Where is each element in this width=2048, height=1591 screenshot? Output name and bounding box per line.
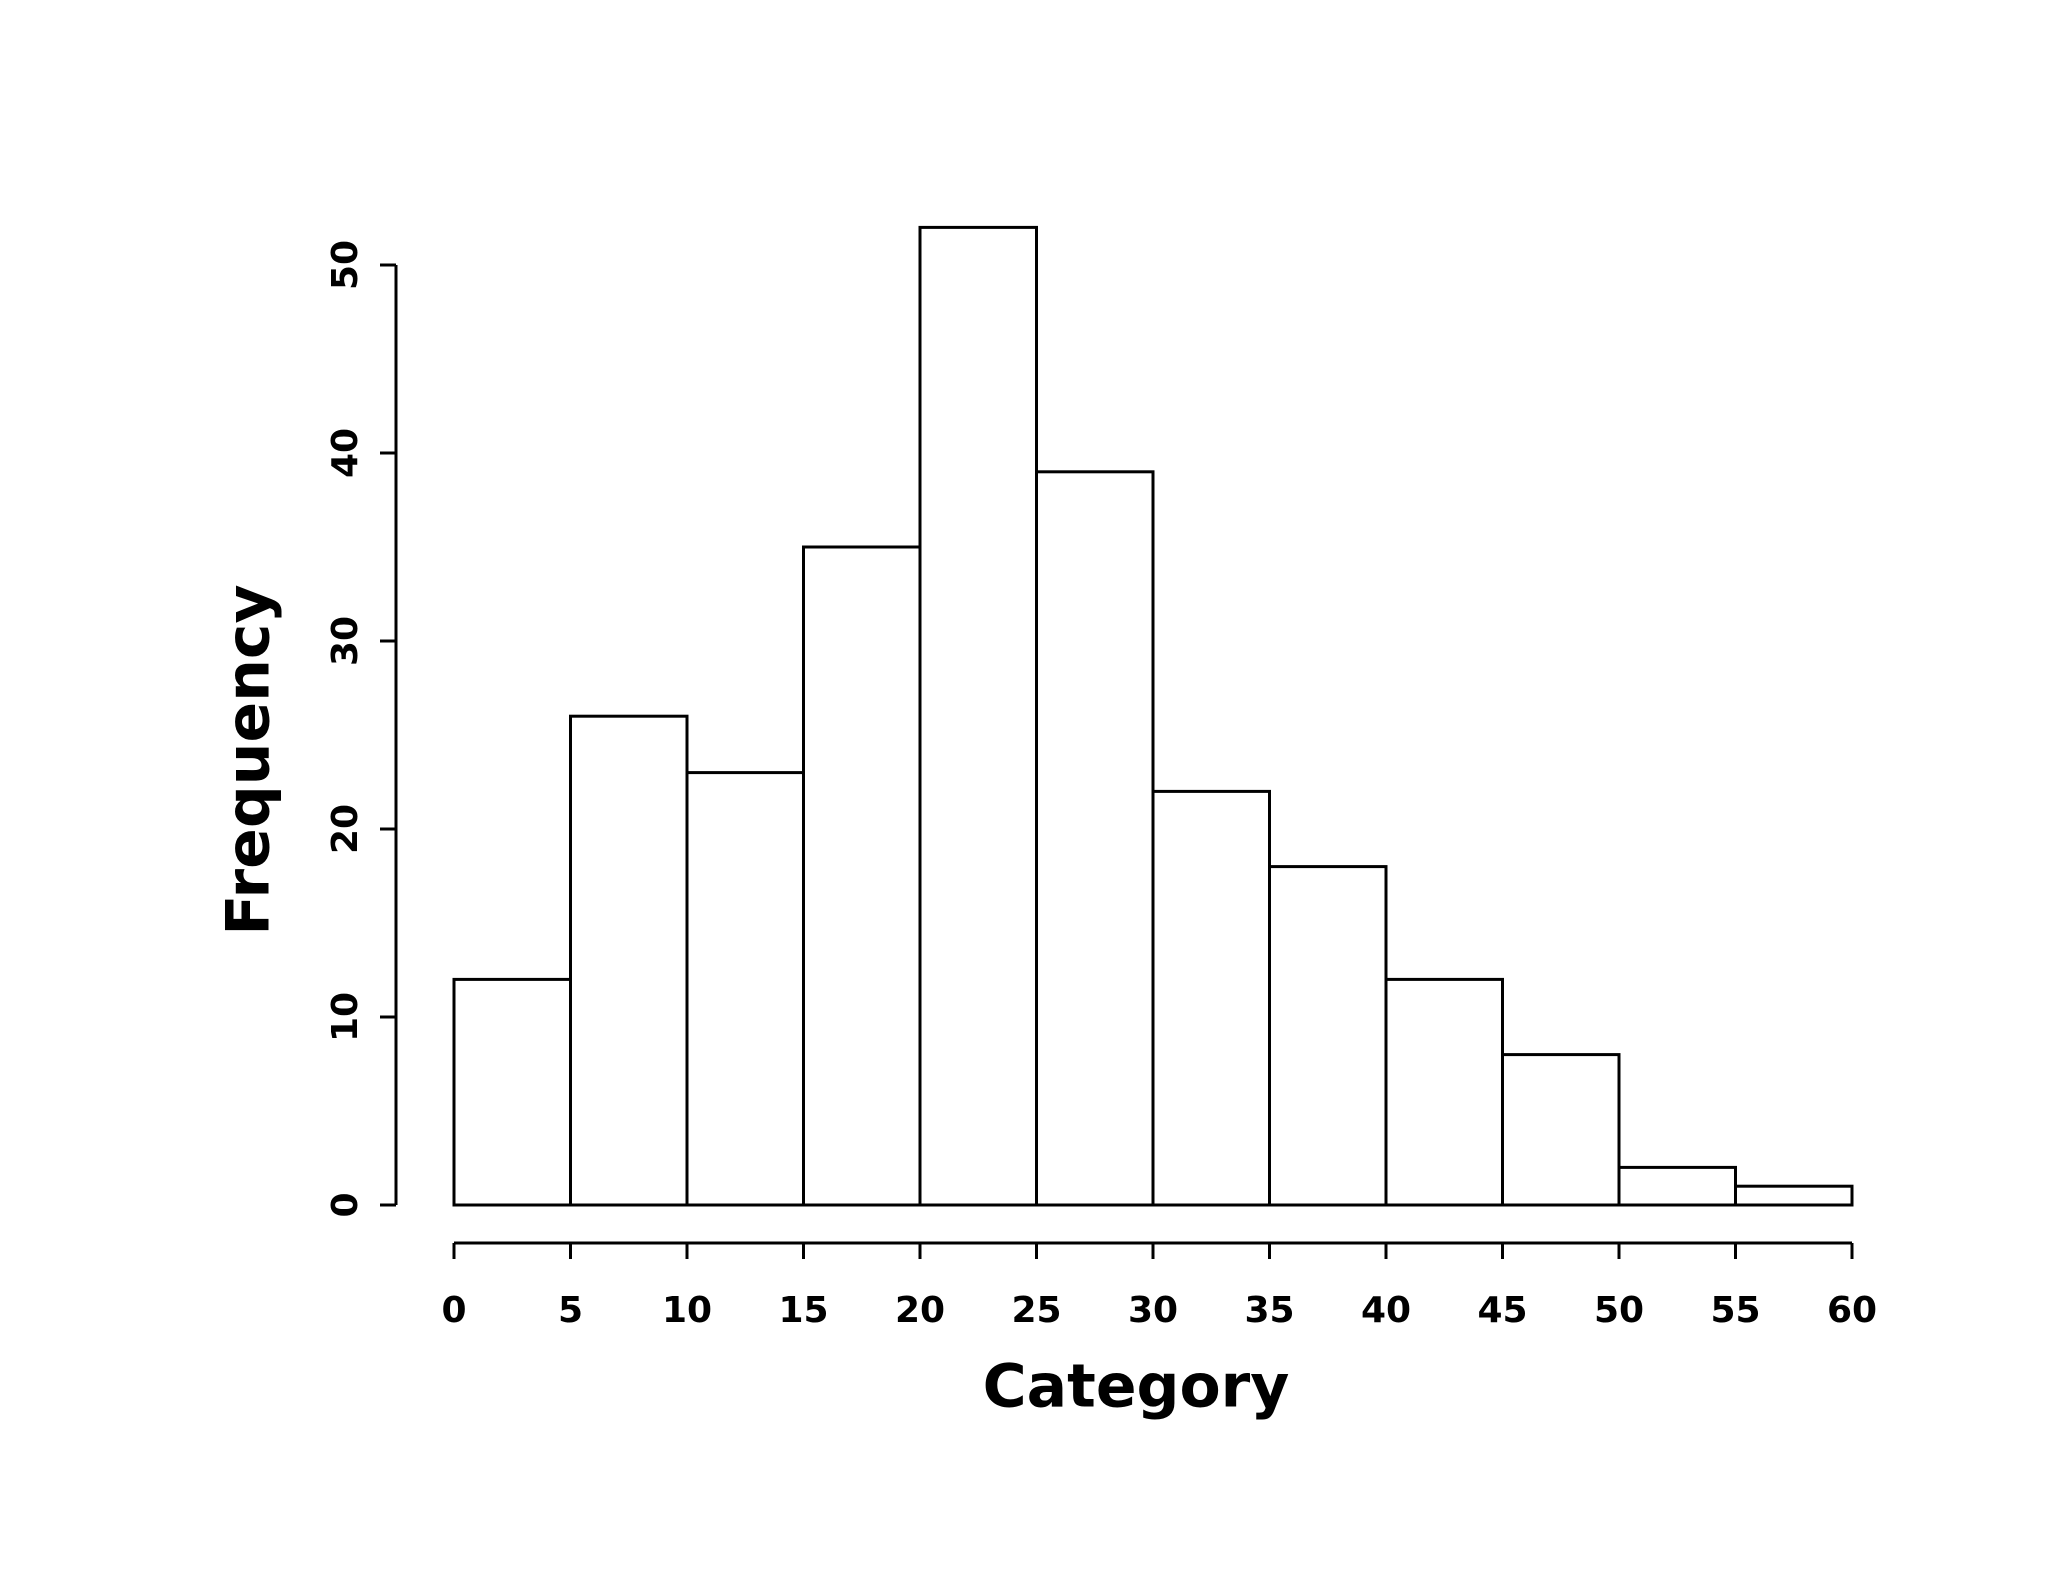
y-axis-title: Frequency — [214, 584, 284, 935]
bar — [918, 225, 1038, 1207]
x-tick-label: 40 — [1361, 1290, 1411, 1331]
x-tick-label: 15 — [778, 1290, 828, 1331]
x-tick-label: 30 — [1128, 1290, 1178, 1331]
bar — [1501, 1053, 1621, 1207]
bar — [452, 977, 572, 1207]
x-tick-label: 35 — [1244, 1290, 1294, 1331]
bar — [569, 714, 689, 1207]
bar — [802, 545, 922, 1207]
x-tick-label: 0 — [441, 1290, 466, 1331]
x-tick-label: 10 — [662, 1290, 712, 1331]
y-tick-label: 40 — [325, 428, 366, 478]
bar — [685, 771, 805, 1207]
y-tick-label: 0 — [325, 1192, 366, 1217]
bar — [1384, 977, 1504, 1207]
y-tick-label: 30 — [325, 616, 366, 666]
x-tick-label: 5 — [558, 1290, 583, 1331]
x-tick-label: 50 — [1594, 1290, 1644, 1331]
y-tick-label: 10 — [325, 992, 366, 1042]
x-tick-label: 45 — [1477, 1290, 1527, 1331]
bar — [1617, 1165, 1737, 1207]
x-tick-label: 20 — [895, 1290, 945, 1331]
y-tick-label: 20 — [325, 804, 366, 854]
bar — [1035, 470, 1155, 1207]
bar — [1734, 1184, 1854, 1207]
x-tick-label: 55 — [1710, 1290, 1760, 1331]
x-axis-title: Category — [983, 1352, 1290, 1422]
x-tick-label: 60 — [1827, 1290, 1877, 1331]
bar — [1268, 865, 1388, 1207]
y-tick-label: 50 — [325, 240, 366, 290]
x-tick-label: 25 — [1011, 1290, 1061, 1331]
bar — [1151, 789, 1271, 1207]
